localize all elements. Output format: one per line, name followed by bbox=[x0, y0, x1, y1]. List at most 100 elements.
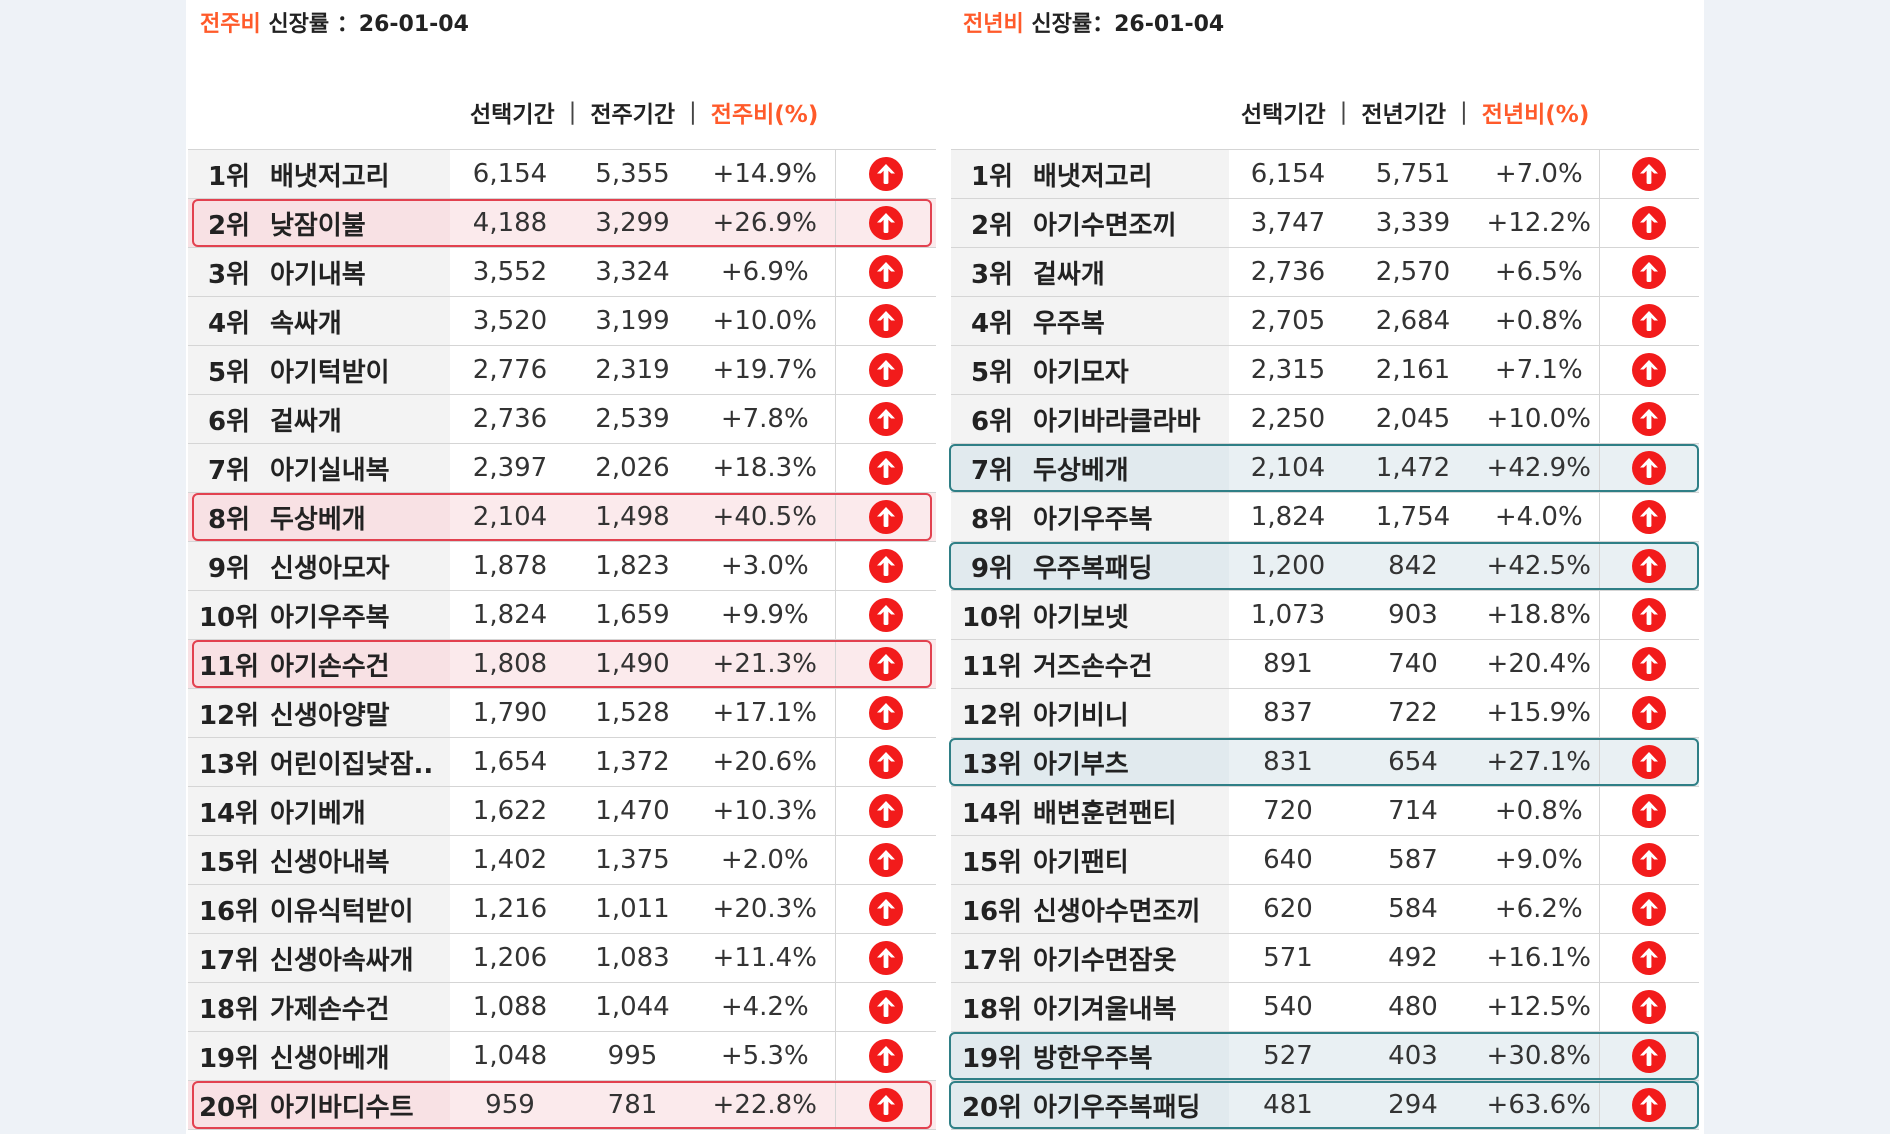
compare-period-value: 480 bbox=[1347, 982, 1479, 1032]
table-row[interactable]: 8위 아기우주복 1,824 1,754 +4.0% bbox=[951, 492, 1699, 542]
compare-period-value: 2,026 bbox=[570, 443, 695, 493]
arrow-up-circle-icon bbox=[1632, 1039, 1667, 1073]
product-name: 아기모자 bbox=[1033, 345, 1229, 395]
header-prev-week: 전주기간 bbox=[590, 102, 676, 128]
trend-cell bbox=[834, 786, 936, 836]
growth-rate: +5.3% bbox=[695, 1031, 835, 1081]
growth-rate: +18.3% bbox=[695, 443, 835, 493]
table-row[interactable]: 4위 우주복 2,705 2,684 +0.8% bbox=[951, 296, 1699, 346]
table-row[interactable]: 11위 아기손수건 1,808 1,490 +21.3% bbox=[188, 639, 936, 689]
arrow-up-circle-icon bbox=[868, 794, 903, 828]
product-name: 신생아속싸개 bbox=[270, 933, 450, 983]
compare-period-value: 1,490 bbox=[570, 639, 695, 689]
table-row[interactable]: 7위 아기실내복 2,397 2,026 +18.3% bbox=[188, 443, 936, 493]
arrow-up-circle-icon bbox=[868, 598, 903, 632]
product-name: 겉싸개 bbox=[1033, 247, 1229, 297]
arrow-up-circle-icon bbox=[1632, 353, 1667, 387]
table-row[interactable]: 8위 두상베개 2,104 1,498 +40.5% bbox=[188, 492, 936, 542]
trend-cell bbox=[834, 541, 936, 591]
table-row[interactable]: 6위 아기바라클라바 2,250 2,045 +10.0% bbox=[951, 394, 1699, 444]
growth-rate: +11.4% bbox=[695, 933, 835, 983]
product-name: 아기우주복 bbox=[1033, 492, 1229, 542]
selected-period-value: 1,402 bbox=[450, 835, 570, 885]
product-name: 가제손수건 bbox=[270, 982, 450, 1032]
arrow-up-circle-icon bbox=[1632, 892, 1667, 926]
growth-rate: +18.8% bbox=[1479, 590, 1599, 640]
growth-rate: +16.1% bbox=[1479, 933, 1599, 983]
trend-cell bbox=[1598, 688, 1699, 738]
selected-period-value: 959 bbox=[450, 1080, 570, 1130]
product-name: 아기보넷 bbox=[1033, 590, 1229, 640]
compare-period-value: 1,659 bbox=[570, 590, 695, 640]
table-row[interactable]: 18위 아기겨울내복 540 480 +12.5% bbox=[951, 982, 1699, 1032]
trend-cell bbox=[834, 247, 936, 297]
table-row[interactable]: 10위 아기보넷 1,073 903 +18.8% bbox=[951, 590, 1699, 640]
weekly-column-headers: 선택기간 | 전주기간 | 전주비(%) bbox=[470, 94, 818, 130]
table-row[interactable]: 3위 아기내복 3,552 3,324 +6.9% bbox=[188, 247, 936, 297]
product-name: 낮잠이불 bbox=[270, 198, 450, 248]
table-row[interactable]: 20위 아기우주복패딩 481 294 +63.6% bbox=[951, 1080, 1699, 1130]
table-row[interactable]: 16위 이유식턱받이 1,216 1,011 +20.3% bbox=[188, 884, 936, 934]
table-row[interactable]: 13위 아기부츠 831 654 +27.1% bbox=[951, 737, 1699, 787]
header-separator: | bbox=[1339, 99, 1348, 125]
arrow-up-circle-icon bbox=[1632, 990, 1667, 1024]
selected-period-value: 3,552 bbox=[450, 247, 570, 297]
table-row[interactable]: 1위 배냇저고리 6,154 5,355 +14.9% bbox=[188, 149, 936, 199]
table-row[interactable]: 2위 아기수면조끼 3,747 3,339 +12.2% bbox=[951, 198, 1699, 248]
table-row[interactable]: 20위 아기바디수트 959 781 +22.8% bbox=[188, 1080, 936, 1130]
table-row[interactable]: 9위 우주복패딩 1,200 842 +42.5% bbox=[951, 541, 1699, 591]
arrow-up-circle-icon bbox=[868, 549, 903, 583]
table-row[interactable]: 18위 가제손수건 1,088 1,044 +4.2% bbox=[188, 982, 936, 1032]
table-row[interactable]: 2위 낮잠이불 4,188 3,299 +26.9% bbox=[188, 198, 936, 248]
table-row[interactable]: 19위 신생아베개 1,048 995 +5.3% bbox=[188, 1031, 936, 1081]
growth-rate: +9.0% bbox=[1479, 835, 1599, 885]
arrow-up-circle-icon bbox=[868, 353, 903, 387]
table-row[interactable]: 10위 아기우주복 1,824 1,659 +9.9% bbox=[188, 590, 936, 640]
arrow-up-circle-icon bbox=[1632, 696, 1667, 730]
arrow-up-circle-icon bbox=[1632, 549, 1667, 583]
table-row[interactable]: 17위 아기수면잠옷 571 492 +16.1% bbox=[951, 933, 1699, 983]
table-row[interactable]: 15위 아기팬티 640 587 +9.0% bbox=[951, 835, 1699, 885]
trend-cell bbox=[1598, 1031, 1699, 1081]
table-row[interactable]: 6위 겉싸개 2,736 2,539 +7.8% bbox=[188, 394, 936, 444]
compare-period-value: 1,044 bbox=[570, 982, 695, 1032]
product-name: 두상베개 bbox=[270, 492, 450, 542]
table-row[interactable]: 13위 어린이집낮잠.. 1,654 1,372 +20.6% bbox=[188, 737, 936, 787]
table-row[interactable]: 12위 아기비니 837 722 +15.9% bbox=[951, 688, 1699, 738]
table-row[interactable]: 14위 아기베개 1,622 1,470 +10.3% bbox=[188, 786, 936, 836]
compare-period-value: 2,539 bbox=[570, 394, 695, 444]
selected-period-value: 6,154 bbox=[450, 149, 570, 199]
arrow-up-circle-icon bbox=[868, 745, 903, 779]
growth-rate: +14.9% bbox=[695, 149, 835, 199]
arrow-up-circle-icon bbox=[868, 451, 903, 485]
product-name: 아기실내복 bbox=[270, 443, 450, 493]
table-row[interactable]: 9위 신생아모자 1,878 1,823 +3.0% bbox=[188, 541, 936, 591]
arrow-up-circle-icon bbox=[1632, 598, 1667, 632]
table-row[interactable]: 4위 속싸개 3,520 3,199 +10.0% bbox=[188, 296, 936, 346]
growth-rate: +26.9% bbox=[695, 198, 835, 248]
table-row[interactable]: 12위 신생아양말 1,790 1,528 +17.1% bbox=[188, 688, 936, 738]
table-row[interactable]: 3위 겉싸개 2,736 2,570 +6.5% bbox=[951, 247, 1699, 297]
table-row[interactable]: 19위 방한우주복 527 403 +30.8% bbox=[951, 1031, 1699, 1081]
selected-period-value: 2,776 bbox=[450, 345, 570, 395]
rank-cell: 2위 bbox=[188, 198, 270, 248]
arrow-up-circle-icon bbox=[1632, 500, 1667, 534]
arrow-up-circle-icon bbox=[868, 402, 903, 436]
table-row[interactable]: 1위 배냇저고리 6,154 5,751 +7.0% bbox=[951, 149, 1699, 199]
product-name: 신생아양말 bbox=[270, 688, 450, 738]
table-row[interactable]: 14위 배변훈련팬티 720 714 +0.8% bbox=[951, 786, 1699, 836]
table-row[interactable]: 5위 아기모자 2,315 2,161 +7.1% bbox=[951, 345, 1699, 395]
trend-cell bbox=[834, 982, 936, 1032]
table-row[interactable]: 7위 두상베개 2,104 1,472 +42.9% bbox=[951, 443, 1699, 493]
table-row[interactable]: 11위 거즈손수건 891 740 +20.4% bbox=[951, 639, 1699, 689]
table-row[interactable]: 5위 아기턱받이 2,776 2,319 +19.7% bbox=[188, 345, 936, 395]
growth-rate: +30.8% bbox=[1479, 1031, 1599, 1081]
compare-period-value: 3,324 bbox=[570, 247, 695, 297]
growth-rate: +9.9% bbox=[695, 590, 835, 640]
rank-cell: 5위 bbox=[188, 345, 270, 395]
table-row[interactable]: 15위 신생아내복 1,402 1,375 +2.0% bbox=[188, 835, 936, 885]
table-row[interactable]: 16위 신생아수면조끼 620 584 +6.2% bbox=[951, 884, 1699, 934]
table-row[interactable]: 17위 신생아속싸개 1,206 1,083 +11.4% bbox=[188, 933, 936, 983]
product-name: 신생아내복 bbox=[270, 835, 450, 885]
selected-period-value: 2,104 bbox=[450, 492, 570, 542]
